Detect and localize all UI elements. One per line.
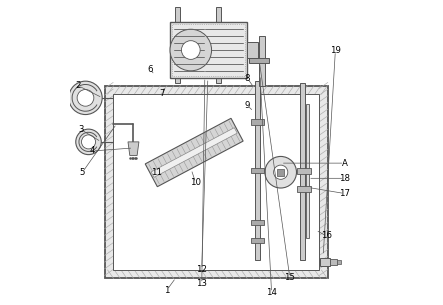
Bar	[216, 7, 221, 83]
Text: 12: 12	[196, 265, 207, 274]
Bar	[320, 258, 330, 266]
Text: 6: 6	[148, 64, 153, 74]
Circle shape	[182, 41, 200, 59]
Text: 10: 10	[190, 178, 201, 187]
Bar	[255, 81, 260, 260]
Bar	[338, 260, 341, 264]
Circle shape	[69, 81, 102, 115]
Circle shape	[265, 156, 296, 188]
Bar	[251, 119, 264, 125]
Text: 2: 2	[75, 81, 81, 90]
Text: 7: 7	[159, 89, 165, 98]
Text: 13: 13	[196, 279, 207, 288]
Polygon shape	[128, 142, 139, 156]
Circle shape	[82, 135, 96, 149]
Text: 11: 11	[151, 168, 162, 177]
Text: 5: 5	[80, 168, 85, 177]
Bar	[251, 168, 264, 174]
Bar	[170, 22, 247, 78]
Bar	[247, 41, 258, 59]
Bar	[151, 128, 237, 177]
Bar	[330, 259, 338, 265]
Bar	[172, 24, 245, 76]
Bar	[297, 186, 311, 192]
Text: 9: 9	[245, 101, 250, 110]
Circle shape	[77, 89, 94, 106]
Circle shape	[274, 165, 288, 179]
Text: 18: 18	[339, 174, 350, 183]
Bar	[145, 118, 243, 187]
Bar	[251, 220, 264, 225]
Bar	[175, 7, 180, 83]
Bar	[260, 36, 265, 86]
Bar	[249, 58, 269, 63]
Bar	[306, 104, 309, 238]
Text: 17: 17	[339, 189, 350, 198]
Bar	[113, 94, 319, 270]
Bar	[277, 169, 284, 176]
Text: 4: 4	[90, 146, 95, 156]
Text: 14: 14	[266, 288, 277, 297]
Text: 16: 16	[321, 231, 332, 241]
Bar	[300, 83, 305, 260]
Text: 8: 8	[245, 74, 250, 83]
Text: 1: 1	[164, 285, 170, 295]
Text: 19: 19	[330, 46, 341, 55]
Bar	[105, 86, 328, 278]
Text: A: A	[342, 159, 347, 168]
Circle shape	[76, 129, 101, 155]
Text: 15: 15	[284, 273, 295, 282]
Bar	[251, 238, 264, 243]
Circle shape	[170, 29, 212, 71]
Text: 3: 3	[78, 125, 84, 134]
Bar	[297, 168, 311, 174]
